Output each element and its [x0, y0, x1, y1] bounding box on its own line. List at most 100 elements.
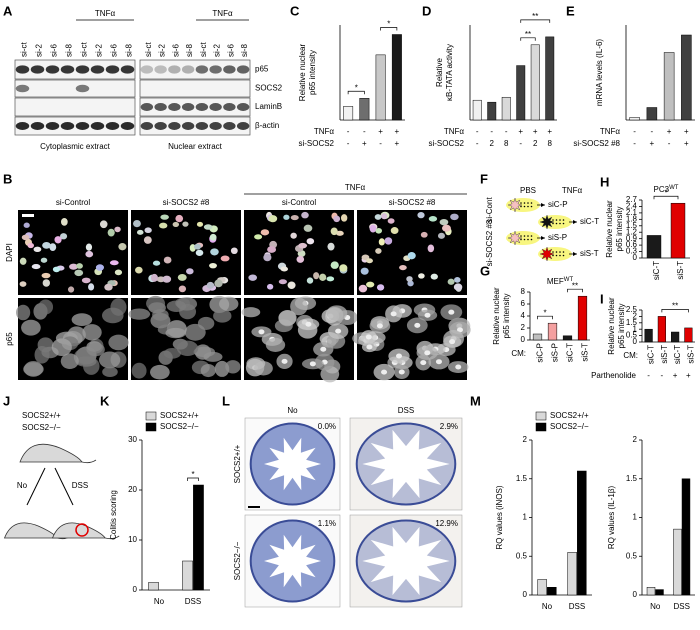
- dot: [562, 219, 565, 221]
- nucleus: [358, 284, 368, 293]
- y-tick-label: 30: [128, 435, 137, 444]
- category-prefix: CM:: [623, 351, 638, 360]
- significance-label: *: [543, 308, 546, 317]
- nucleus: [450, 213, 459, 221]
- blot-band: [105, 65, 120, 74]
- blot-strip: [139, 59, 251, 80]
- bar: [547, 587, 557, 596]
- blot-band: [140, 122, 154, 130]
- significance-bracket: [520, 37, 536, 41]
- bar: [670, 202, 686, 259]
- nucleus: [248, 274, 258, 281]
- percentage-label: 1.1%: [318, 519, 336, 528]
- significance-label: *: [664, 188, 667, 197]
- cell: [86, 343, 105, 357]
- x-tick-label: DSS: [674, 602, 690, 611]
- condition-value: +: [547, 127, 552, 136]
- condition-label: TNFα: [444, 127, 465, 136]
- cell: [163, 348, 181, 359]
- blot-strip: [139, 97, 251, 117]
- x-tick-label: No: [154, 597, 165, 606]
- percentage-label: 2.9%: [440, 422, 458, 431]
- blot-band: [181, 122, 195, 130]
- significance-label: **: [572, 281, 578, 290]
- nucleus: [290, 214, 299, 221]
- bar: [501, 96, 511, 121]
- nucleus: [390, 227, 399, 235]
- dot: [527, 238, 529, 241]
- nucleus: [19, 281, 27, 287]
- extract-label: Cytoplasmic extract: [40, 142, 111, 151]
- nucleus: [407, 252, 416, 260]
- y-axis-label: Relative: [435, 58, 444, 87]
- blot-band: [236, 103, 250, 111]
- condition-value: 8: [548, 139, 553, 148]
- cell: [75, 356, 97, 367]
- blot-band: [15, 84, 30, 93]
- blot-band: [60, 122, 75, 130]
- y-tick-label: 2.5: [626, 305, 638, 314]
- blot-strip: [139, 79, 251, 98]
- lane-label: si-6: [50, 44, 59, 57]
- condition-label: si-SOCS2: [298, 139, 334, 148]
- condition-value: +: [518, 127, 523, 136]
- y-axis-label: Relative nuclear: [607, 297, 616, 355]
- genotype-label: SOCS2−/−: [22, 423, 61, 432]
- y-tick-label: 0.5: [626, 551, 638, 560]
- nucleus: [203, 224, 213, 230]
- y-axis-label: RQ values (IL-1β): [607, 486, 616, 550]
- panel-label: B: [3, 171, 12, 186]
- treatment-label: No: [17, 481, 28, 490]
- nucleus: [99, 220, 108, 229]
- y-tick-label: 2.1: [626, 208, 638, 217]
- lane-label: si-ct: [144, 42, 153, 57]
- nucleus: [209, 233, 217, 241]
- nucleus: [193, 243, 201, 250]
- y-tick-label: 0.5: [626, 331, 638, 340]
- nucleus: [163, 256, 172, 264]
- y-tick-label: 1: [633, 513, 638, 522]
- legend-label: SOCS2+/+: [550, 411, 589, 420]
- dot: [555, 251, 558, 253]
- condition-value: +: [650, 139, 655, 148]
- bar: [646, 235, 662, 259]
- mouse: [19, 443, 83, 463]
- nucleus: [424, 312, 431, 318]
- nucleus: [290, 232, 297, 239]
- bar: [343, 106, 354, 121]
- nucleus: [313, 272, 320, 280]
- nucleus: [327, 242, 335, 251]
- nucleus: [230, 247, 238, 255]
- nucleus: [85, 250, 94, 258]
- blot-band: [209, 65, 222, 74]
- nucleus: [378, 238, 385, 246]
- panel-label: E: [566, 3, 575, 18]
- column-label: No: [287, 406, 298, 415]
- condition-value: -: [476, 127, 479, 136]
- cell-star: [539, 246, 555, 262]
- bar: [532, 333, 543, 341]
- title-text: PC3: [654, 185, 670, 194]
- x-tick-label: DSS: [569, 602, 585, 611]
- significance-bracket: [653, 195, 679, 200]
- panel-label: M: [470, 393, 481, 408]
- row-label: si-Cont: [485, 197, 494, 223]
- y-tick-label: 4: [521, 311, 526, 320]
- nucleus: [33, 246, 42, 252]
- blot-band: [168, 103, 181, 111]
- x-tick-label: siS-T: [676, 261, 685, 280]
- cell-star: [539, 214, 555, 230]
- nucleus: [428, 216, 438, 222]
- genotype-label: SOCS2+/+: [22, 411, 61, 420]
- legend-swatch: [535, 411, 547, 421]
- title-superscript: WT: [669, 185, 679, 191]
- nucleus: [40, 257, 48, 263]
- bar: [530, 44, 540, 121]
- significance-bracket: [380, 27, 398, 31]
- lumen: [362, 429, 450, 499]
- blot-strip: [139, 116, 251, 136]
- nucleus: [418, 273, 425, 279]
- blot-band: [120, 122, 135, 130]
- blot-band: [45, 65, 60, 74]
